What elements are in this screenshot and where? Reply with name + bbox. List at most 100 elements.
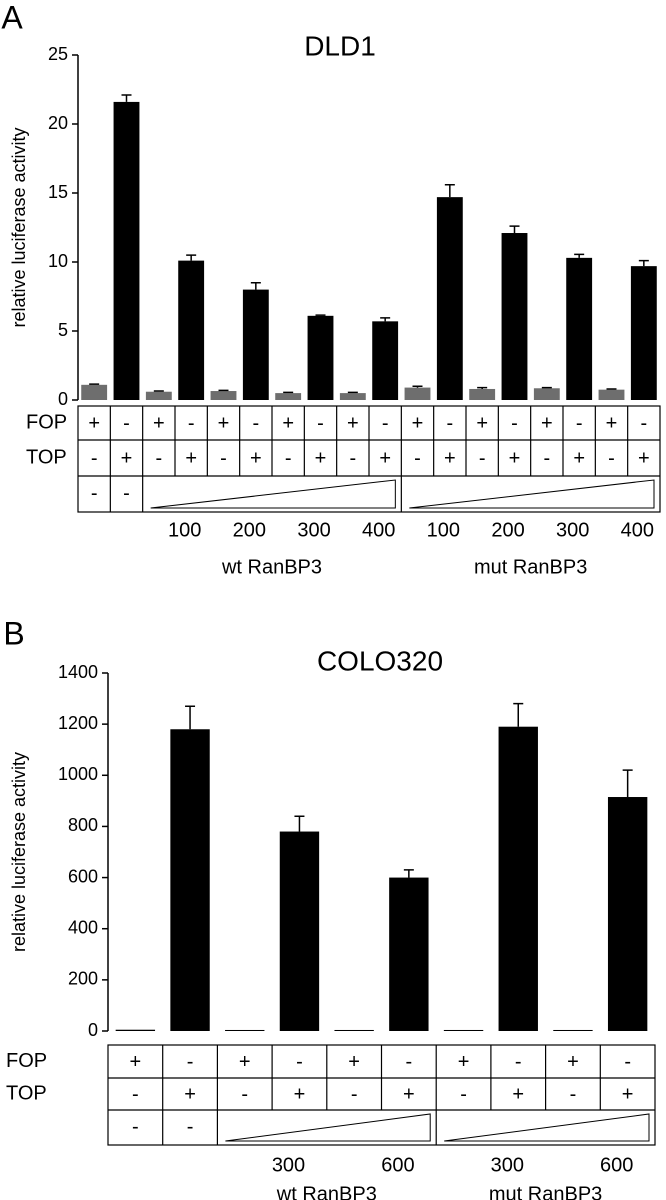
table-cell: + <box>347 412 359 434</box>
table-cell: - <box>608 447 615 469</box>
table-cell: - <box>241 1083 248 1105</box>
table-cell: + <box>476 412 488 434</box>
dose-label: 400 <box>621 519 654 541</box>
y-tick-label: 15 <box>48 182 68 202</box>
table-cell: - <box>187 1051 194 1073</box>
table-cell: + <box>184 1083 196 1105</box>
bar <box>170 729 210 1031</box>
table-cell: + <box>509 447 521 469</box>
y-tick-label: 10 <box>48 251 68 271</box>
table-cell: + <box>121 447 133 469</box>
dose-label: 600 <box>381 1154 414 1176</box>
table-cell: - <box>91 482 98 504</box>
table-cell: + <box>541 412 553 434</box>
dose-label: 300 <box>556 519 589 541</box>
bar <box>178 260 205 400</box>
y-tick-label: 400 <box>68 917 98 937</box>
bar <box>113 101 140 401</box>
table-cell: + <box>130 1051 142 1073</box>
chart-title: COLO320 <box>317 645 443 676</box>
y-axis-label: relative luciferase activity <box>9 752 29 952</box>
error-bar <box>218 389 229 392</box>
dose-label: 200 <box>233 519 266 541</box>
table-cell: - <box>220 447 227 469</box>
table-cell: - <box>132 1116 139 1138</box>
error-bar <box>250 281 261 290</box>
table-cell: - <box>317 412 324 434</box>
table-cell: + <box>638 447 650 469</box>
table-cell: - <box>543 447 550 469</box>
table-cell: + <box>458 1051 470 1073</box>
bar <box>115 1029 156 1031</box>
dose-wedge <box>225 1113 431 1142</box>
group-label: wt RanBP3 <box>276 1183 377 1200</box>
bar <box>501 233 528 400</box>
table-cell: - <box>123 482 130 504</box>
bar <box>307 315 334 400</box>
table-cell: - <box>91 447 98 469</box>
error-bar <box>89 383 100 385</box>
row-label: FOP <box>26 411 67 433</box>
bar <box>607 797 648 1031</box>
table-cell: + <box>622 1083 634 1105</box>
table-cell: - <box>296 1051 303 1073</box>
y-tick-label: 0 <box>58 389 68 409</box>
error-bar <box>347 391 358 394</box>
group-label: mut RanBP3 <box>489 1183 602 1200</box>
bar <box>339 393 366 400</box>
bar <box>469 388 496 400</box>
bar <box>225 1029 265 1031</box>
table-cell: - <box>382 412 389 434</box>
table-cell: + <box>88 412 100 434</box>
error-bar <box>412 385 423 388</box>
bar <box>630 266 657 400</box>
table-cell: + <box>444 447 456 469</box>
error-bar <box>153 390 164 392</box>
dose-label: 400 <box>362 519 395 541</box>
dose-label: 200 <box>491 519 524 541</box>
table-cell: - <box>511 412 518 434</box>
y-tick-label: 800 <box>68 815 98 835</box>
error-bar <box>185 705 196 730</box>
bar <box>334 1029 374 1031</box>
chart-title: DLD1 <box>304 30 376 61</box>
error-bar <box>121 94 132 102</box>
bar <box>553 1029 593 1031</box>
bar <box>443 1029 484 1031</box>
dose-label: 100 <box>427 519 460 541</box>
dose-label: 100 <box>168 519 201 541</box>
table-cell: - <box>624 1051 631 1073</box>
table-cell: + <box>512 1083 524 1105</box>
dose-wedge <box>409 479 655 509</box>
error-bar <box>622 769 633 798</box>
table-cell: + <box>218 412 230 434</box>
bar <box>279 831 320 1031</box>
bar <box>566 257 593 400</box>
table-cell: - <box>132 1083 139 1105</box>
table-cell: - <box>515 1051 522 1073</box>
bar <box>81 384 108 400</box>
table-cell: - <box>460 1083 467 1105</box>
table-cell: - <box>188 412 195 434</box>
y-tick-label: 5 <box>58 320 68 340</box>
table-cell: - <box>640 412 647 434</box>
table-cell: - <box>414 447 421 469</box>
y-tick-label: 200 <box>68 969 98 989</box>
dose-wedge <box>444 1113 650 1142</box>
y-tick-label: 25 <box>48 44 68 64</box>
table-cell: - <box>479 447 486 469</box>
error-bar <box>477 386 488 389</box>
error-bar <box>541 386 552 389</box>
error-bar <box>403 869 414 878</box>
table-cell: + <box>239 1051 251 1073</box>
error-bar <box>315 314 326 316</box>
y-tick-label: 1000 <box>58 764 98 784</box>
row-label: TOP <box>26 446 67 468</box>
dose-label: 600 <box>600 1154 633 1176</box>
error-bar <box>283 391 294 394</box>
error-bar <box>574 253 585 258</box>
dose-label: 300 <box>491 1154 524 1176</box>
y-axis-label: relative luciferase activity <box>9 127 29 327</box>
table-cell: + <box>348 1051 360 1073</box>
bar <box>210 391 237 400</box>
